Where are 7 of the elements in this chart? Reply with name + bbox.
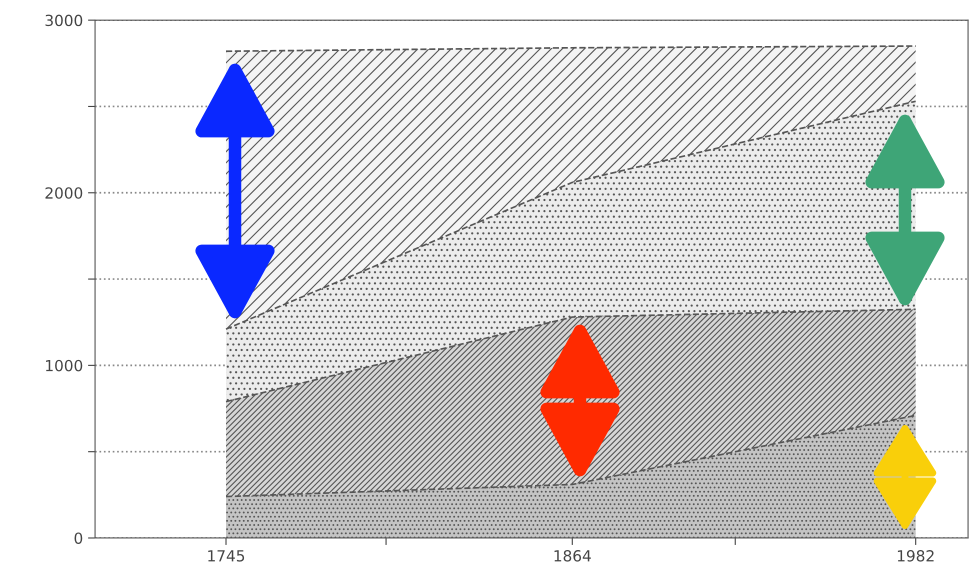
y-tick-label: 3000 (46, 14, 82, 26)
x-tick-label: 1982 (898, 550, 934, 562)
y-tick-label: 2000 (45, 187, 82, 199)
x-tick-label: 1745 (208, 550, 244, 562)
x-tick-label: 1864 (554, 550, 591, 562)
y-tick-label: 0 (74, 532, 82, 544)
y-tick-label: 1000 (46, 360, 82, 372)
